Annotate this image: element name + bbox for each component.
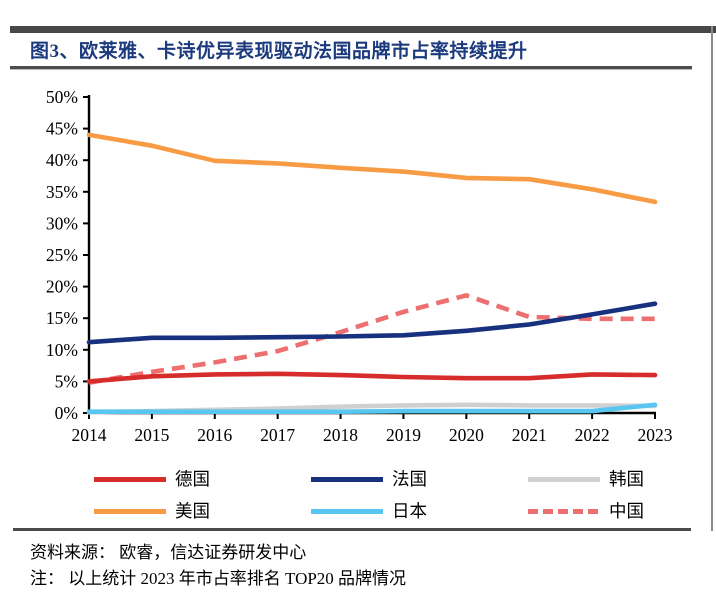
title-underline: [10, 66, 692, 70]
legend-swatch-france: [311, 476, 383, 482]
chart-legend: 德国 法国 韩国美国 日本 中国: [0, 466, 716, 528]
y-tick-label: 35%: [46, 182, 78, 202]
legend-swatch-usa: [94, 508, 166, 514]
y-tick-label: 0%: [55, 403, 78, 423]
legend-label-germany: 德国: [175, 469, 210, 489]
x-tick-label: 2020: [449, 425, 484, 445]
legend-swatch-germany: [94, 476, 166, 482]
x-tick-label: 2015: [134, 425, 169, 445]
series-line-japan: [86, 402, 658, 415]
legend-item-usa: 美国: [94, 498, 210, 524]
source-text: 资料来源： 欧睿，信达证券研发中心: [30, 543, 307, 562]
y-tick-label: 30%: [46, 213, 78, 233]
legend-item-germany: 德国: [94, 466, 210, 492]
y-tick-label: 40%: [46, 150, 78, 170]
x-tick-label: 2022: [575, 425, 610, 445]
legend-item-france: 法国: [311, 466, 427, 492]
series-line-france: [86, 301, 658, 345]
source-divider: [13, 528, 691, 531]
x-tick-label: 2018: [323, 425, 358, 445]
y-tick-label: 15%: [46, 308, 78, 328]
series-line-usa: [86, 132, 658, 205]
legend-label-france: 法国: [392, 469, 427, 489]
legend-item-korea: 韩国: [528, 466, 644, 492]
legend-label-usa: 美国: [175, 501, 210, 521]
note-text: 注： 以上统计 2023 年市占率排名 TOP20 品牌情况: [30, 569, 407, 588]
chart-area: 0% 5% 10% 15% 20% 25% 30% 35% 40% 45% 50% 2014 2015 2…: [0, 80, 716, 452]
legend-label-japan: 日本: [392, 501, 427, 521]
series-line-germany: [86, 371, 658, 384]
legend-swatch-korea: [528, 476, 600, 482]
y-tick-label: 20%: [46, 277, 78, 297]
legend-label-china: 中国: [609, 501, 644, 521]
y-tick-label: 5%: [55, 371, 78, 391]
legend-item-china: 中国: [528, 498, 644, 524]
y-tick-label: 25%: [46, 245, 78, 265]
x-tick-label: 2019: [386, 425, 421, 445]
chart-svg: 0% 5% 10% 15% 20% 25% 30% 35% 40% 45% 50% 2014 2015 2…: [46, 87, 673, 445]
legend-swatch-japan: [311, 508, 383, 514]
x-tick-label: 2017: [260, 425, 295, 445]
x-tick-label: 2016: [197, 425, 232, 445]
x-tick-label: 2021: [512, 425, 547, 445]
legend-label-korea: 韩国: [609, 469, 644, 489]
x-tick-label: 2023: [638, 425, 673, 445]
legend-item-japan: 日本: [311, 498, 427, 524]
top-divider-bar: [10, 26, 716, 33]
y-tick-label: 50%: [46, 87, 78, 107]
right-border-line: [711, 26, 713, 531]
y-tick-label: 45%: [46, 119, 78, 139]
legend-swatch-china: [528, 508, 600, 514]
y-tick-label: 10%: [46, 340, 78, 360]
x-tick-label: 2014: [72, 425, 107, 445]
figure-title: 图3、欧莱雅、卡诗优异表现驱动法国品牌市占率持续提升: [30, 41, 528, 62]
